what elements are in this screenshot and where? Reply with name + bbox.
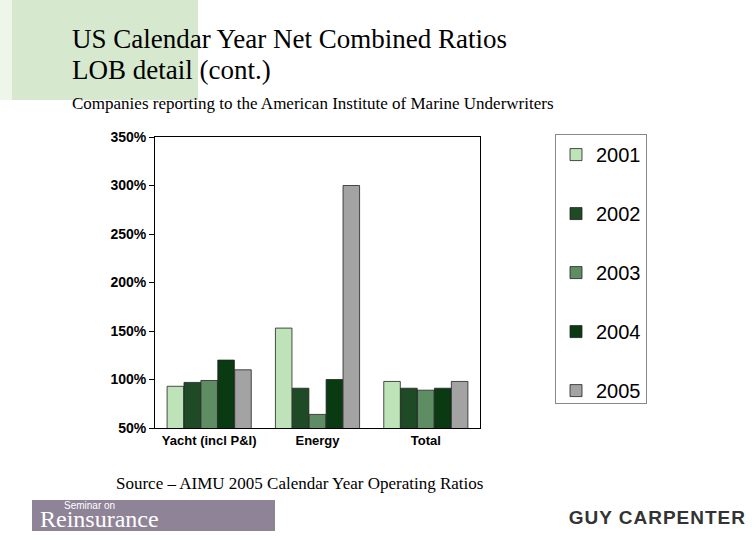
svg-text:Yacht (incl P&I): Yacht (incl P&I) bbox=[162, 433, 257, 448]
html-text:Source – AIMU 2005 Calendar Ye: Source – AIMU 2005 Calendar Year Operati… bbox=[116, 474, 484, 493]
svg-text:350%: 350% bbox=[110, 129, 146, 145]
svg-text:2004: 2004 bbox=[596, 321, 641, 343]
svg-text:Energy: Energy bbox=[295, 433, 340, 448]
svg-text:2005: 2005 bbox=[596, 380, 641, 402]
html-text:US Calendar Year Net Combined: US Calendar Year Net Combined Ratios LOB… bbox=[72, 24, 507, 85]
svg-text:2001: 2001 bbox=[596, 144, 641, 166]
svg-text:2003: 2003 bbox=[596, 262, 641, 284]
html-text:Companies reporting to the Ame: Companies reporting to the American Inst… bbox=[72, 94, 554, 113]
svg-text:100%: 100% bbox=[110, 371, 146, 387]
svg-text:Total: Total bbox=[411, 433, 441, 448]
svg-text:300%: 300% bbox=[110, 177, 146, 193]
html-text:Reinsurance: Reinsurance bbox=[40, 506, 159, 532]
svg-text:200%: 200% bbox=[110, 274, 146, 290]
html-text:GUY CARPENTER: GUY CARPENTER bbox=[568, 507, 746, 528]
svg-text:50%: 50% bbox=[118, 420, 147, 436]
svg-text:150%: 150% bbox=[110, 323, 146, 339]
svg-text:250%: 250% bbox=[110, 226, 146, 242]
html-text:Seminar on: Seminar on bbox=[64, 500, 116, 511]
svg-text:2002: 2002 bbox=[596, 203, 641, 225]
